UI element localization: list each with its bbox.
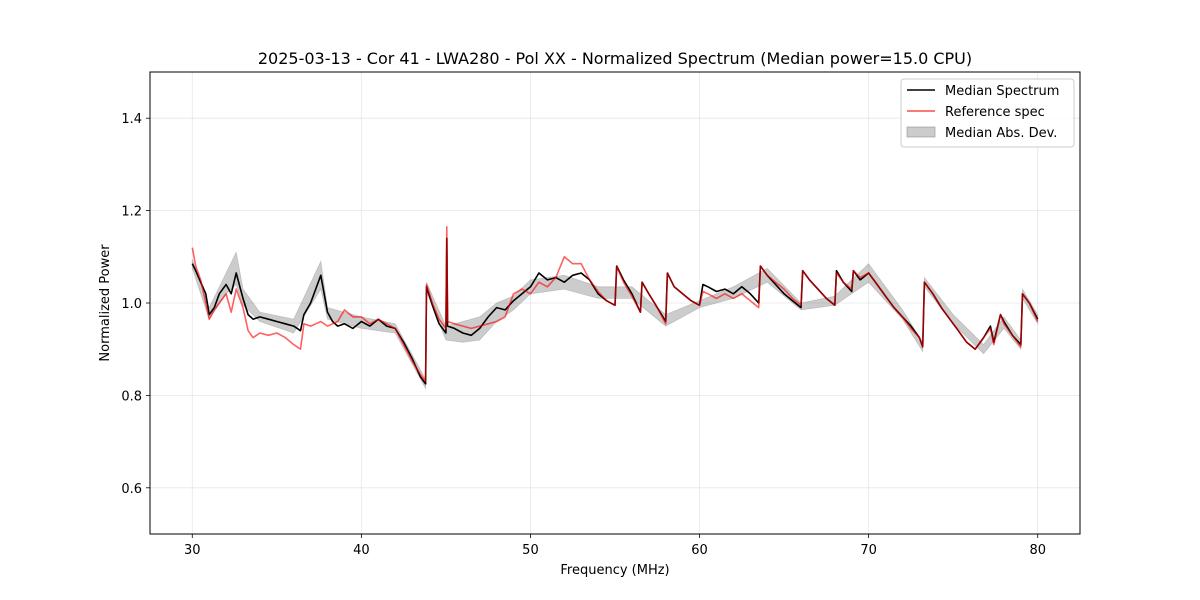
x-tick-label: 50 [522, 543, 539, 558]
x-tick-label: 30 [184, 543, 201, 558]
series-layer [191, 226, 1039, 385]
x-tick-label: 70 [860, 543, 877, 558]
x-axis-label: Frequency (MHz) [560, 563, 669, 578]
y-tick-label: 0.6 [121, 482, 142, 497]
y-tick-label: 0.8 [121, 389, 142, 404]
legend-mad-swatch [906, 126, 936, 138]
legend-box [900, 78, 1075, 148]
x-axis-ticks: 30 40 50 60 70 80 [184, 534, 1046, 558]
x-tick-label: 40 [353, 543, 370, 558]
y-axis-label: Normalized Power [98, 244, 113, 362]
y-tick-label: 1.2 [121, 205, 142, 220]
legend-median-label: Median Spectrum [945, 84, 1059, 99]
x-tick-label: 60 [691, 543, 708, 558]
legend: Median Spectrum Reference spec Median Ab… [900, 78, 1075, 148]
x-tick-label: 80 [1029, 543, 1046, 558]
reference-spec-line [191, 226, 1039, 383]
y-tick-label: 1.0 [121, 297, 142, 312]
y-tick-label: 1.4 [121, 112, 142, 127]
legend-reference-label: Reference spec [945, 105, 1045, 120]
chart-title: 2025-03-13 - Cor 41 - LWA280 - Pol XX - … [258, 49, 972, 68]
y-axis-ticks: 0.6 0.8 1.0 1.2 1.4 [121, 112, 150, 497]
legend-mad-label: Median Abs. Dev. [945, 126, 1057, 141]
